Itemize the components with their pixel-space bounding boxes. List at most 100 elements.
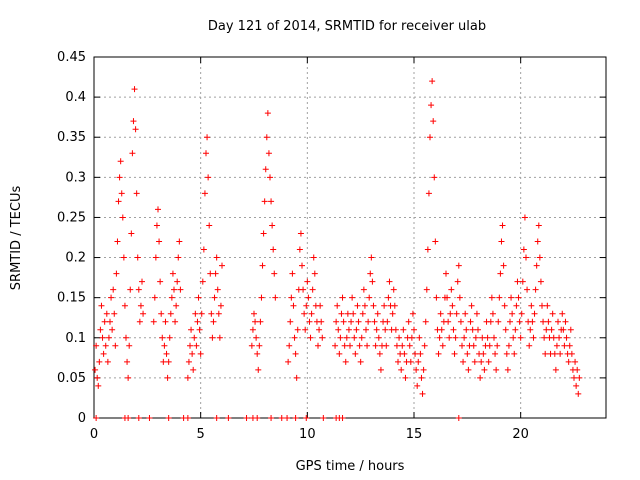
data-point [302,326,309,333]
data-point [460,358,467,365]
data-point [190,366,197,373]
data-point [504,366,511,373]
data-point [197,350,204,357]
data-point [376,350,383,357]
data-point [436,334,443,341]
data-point [478,358,485,365]
data-point [548,326,555,333]
data-point [372,342,379,349]
data-point [349,294,356,301]
data-point [542,350,549,357]
data-point [257,318,264,325]
data-point [571,374,577,381]
data-point [225,415,232,421]
data-point [556,334,563,341]
data-point [446,334,453,341]
data-point [433,294,440,301]
chart-title: Day 121 of 2014, SRMTID for receiver ula… [208,19,486,34]
data-point [157,278,164,285]
data-point [363,326,369,333]
data-point [303,302,310,309]
data-point [210,318,217,325]
data-point [286,342,293,349]
data-point [359,310,366,317]
data-point [284,415,291,421]
data-point [305,294,312,301]
data-point [334,302,341,309]
data-point [415,358,422,365]
data-point [456,294,463,301]
data-point [568,350,575,357]
data-point [486,342,493,349]
data-point [107,318,113,325]
data-point [425,190,432,197]
data-point [361,302,368,309]
y-tick-label: 0.35 [57,130,86,145]
data-point [336,350,343,357]
data-point [450,326,457,333]
data-point [213,254,220,261]
data-point [430,118,437,125]
data-point [290,302,297,309]
x-tick-label: 10 [299,427,316,442]
data-point [496,294,503,301]
data-point [453,310,460,317]
x-axis-label: GPS time / hours [296,459,405,474]
data-point [248,342,255,349]
data-point [199,278,206,285]
data-point [192,310,199,317]
data-point [92,366,99,373]
data-point [555,318,561,325]
data-point [385,294,392,301]
data-point [212,270,219,277]
data-point [563,334,570,341]
data-point [251,310,257,317]
data-point [185,358,192,365]
data-point [93,415,100,421]
data-point [508,294,515,301]
data-point [339,415,346,421]
data-point [369,278,376,285]
data-point [108,294,115,301]
data-point [550,334,557,341]
data-point [572,358,579,365]
data-point [464,350,471,357]
data-point [488,294,495,301]
data-point [260,230,267,237]
data-point [194,318,201,325]
data-point [365,318,372,325]
data-point [543,326,550,333]
data-point [512,326,519,333]
data-point [513,302,520,309]
data-point [465,366,472,373]
data-point [95,382,102,389]
data-point [96,358,103,365]
data-point [211,294,218,301]
data-point [140,310,147,317]
data-point [373,326,380,333]
data-point [500,262,507,269]
data-point [311,270,318,277]
data-point [437,310,444,317]
data-point [400,326,407,333]
data-point [342,358,349,365]
data-point [447,310,454,317]
data-point [169,270,176,277]
data-point [549,310,556,317]
y-tick-label: 0.05 [57,371,86,386]
data-point [97,326,104,333]
data-point [530,334,537,341]
data-point [216,334,223,341]
data-point [472,334,479,341]
data-point [104,358,111,365]
data-point [494,342,501,349]
data-point [393,342,400,349]
data-point [459,342,465,349]
data-point [576,374,583,381]
data-point [130,118,137,125]
data-point [198,310,205,317]
y-tick-label: 0.2 [65,251,86,266]
data-points [92,78,583,421]
data-point [470,342,477,349]
data-point [316,326,323,333]
